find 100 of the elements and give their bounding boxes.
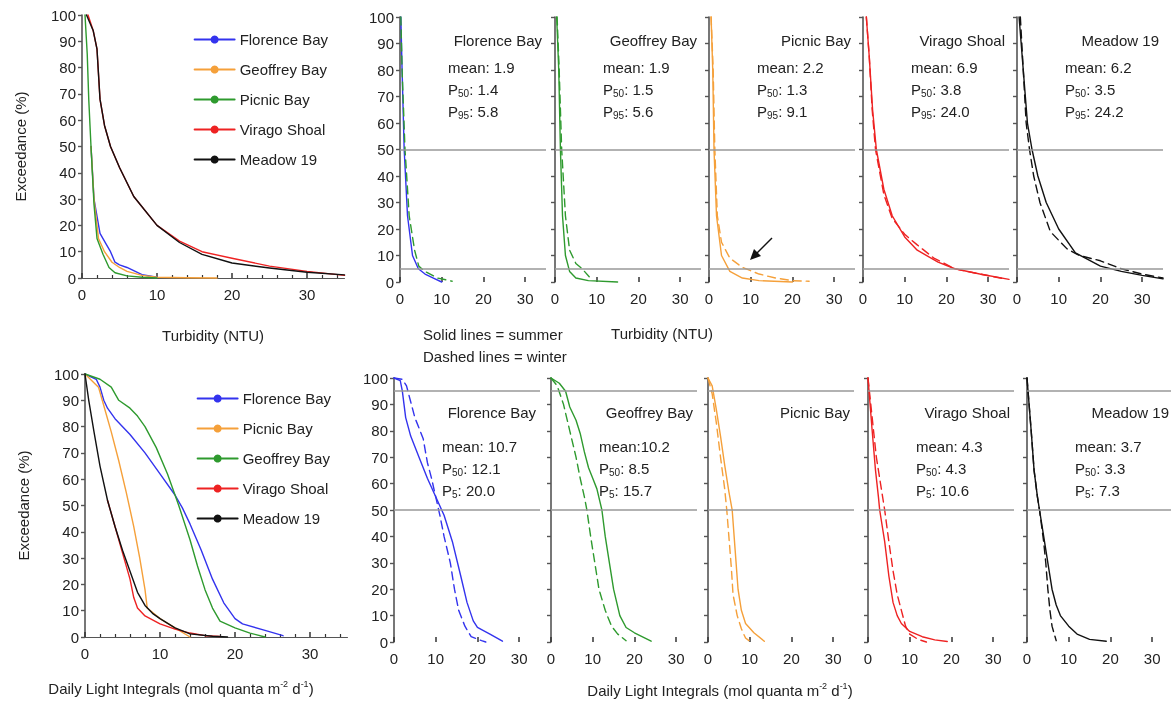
- annotation: mean: 2.2: [757, 58, 824, 76]
- y-tick-label: 50: [62, 497, 79, 514]
- text: Picnic Bay: [779, 403, 851, 421]
- y-tick-label: 100: [362, 369, 388, 387]
- x-tick-label: 0: [546, 650, 556, 667]
- y-tick-label: 60: [62, 470, 79, 488]
- x-tick-label: 10: [588, 290, 606, 307]
- legend-label: Meadow 19: [242, 510, 321, 527]
- text: Florence Bay: [453, 31, 543, 49]
- legend-label: Picnic Bay: [239, 91, 311, 108]
- x-tick-label: 20: [1102, 650, 1119, 667]
- x-tick-label: 30: [671, 290, 689, 307]
- x-tick-label: 30: [516, 290, 534, 307]
- x-axis-title: Turbidity (NTU): [162, 326, 264, 344]
- x-tick-label: 10: [1060, 650, 1078, 667]
- text: Meadow 19: [1081, 31, 1159, 49]
- annotation: mean: 1.9: [603, 58, 670, 76]
- y-tick-label: 100: [368, 8, 394, 26]
- y-tick-label: 40: [377, 167, 394, 185]
- legend-label: Geoffrey Bay: [239, 61, 328, 78]
- x-tick-label: 20: [469, 650, 486, 667]
- annotation: mean: 3.7: [1075, 437, 1142, 455]
- x-tick-label: 10: [1050, 290, 1068, 307]
- y-tick-label: 70: [377, 88, 394, 105]
- text: Geoffrey Bay: [609, 31, 698, 49]
- x-tick-label: 30: [1143, 650, 1161, 667]
- x-tick-label: 10: [896, 290, 914, 307]
- legend-label: Florence Bay: [239, 31, 329, 48]
- x-tick-label: 30: [667, 650, 685, 667]
- y-tick-label: 70: [62, 444, 79, 462]
- y-tick-label: 90: [377, 35, 394, 52]
- x-tick-label: 0: [1022, 650, 1032, 667]
- y-tick-label: 60: [371, 475, 388, 493]
- text: Florence Bay: [447, 403, 537, 421]
- annotation: mean: 6.9: [911, 58, 978, 76]
- annotation: mean: 4.3: [916, 437, 983, 455]
- text: Dashed lines = winter: [423, 347, 567, 365]
- y-tick-label: 60: [377, 114, 394, 132]
- x-tick-label: 10: [148, 286, 166, 303]
- x-tick-label: 20: [226, 645, 244, 662]
- x-tick-label: 20: [938, 290, 955, 307]
- y-tick-label: 70: [371, 448, 388, 466]
- text: Picnic Bay: [780, 31, 852, 49]
- y-tick-label: 0: [379, 633, 388, 651]
- y-tick-label: 60: [59, 111, 76, 129]
- x-tick-label: 0: [395, 290, 405, 307]
- y-tick-label: 70: [59, 85, 76, 103]
- x-tick-label: 0: [80, 645, 90, 662]
- legend-label: Meadow 19: [239, 151, 318, 168]
- y-tick-label: 10: [371, 607, 388, 625]
- y-tick-label: 20: [59, 216, 76, 234]
- x-tick-label: 30: [824, 650, 842, 667]
- legend-label: Virago Shoal: [242, 480, 329, 497]
- y-axis-title: Exceedance (%): [14, 450, 32, 561]
- x-tick-label: 30: [825, 290, 843, 307]
- text: Virago Shoal: [924, 403, 1010, 421]
- text: Solid lines = summer: [423, 325, 563, 343]
- y-tick-label: 40: [59, 164, 76, 182]
- x-tick-label: 30: [984, 650, 1002, 667]
- annotation: mean: 1.9: [448, 58, 515, 76]
- y-tick-label: 80: [59, 59, 76, 77]
- x-tick-label: 30: [1133, 290, 1151, 307]
- y-tick-label: 10: [377, 247, 394, 264]
- x-tick-label: 0: [703, 650, 713, 667]
- legend-label: Florence Bay: [242, 390, 332, 407]
- y-tick-label: 30: [371, 554, 388, 572]
- annotation: mean: 10.7: [442, 437, 518, 455]
- legend-label: Geoffrey Bay: [242, 450, 331, 467]
- x-tick-label: 20: [223, 286, 241, 303]
- x-tick-label: 20: [626, 650, 643, 667]
- y-tick-label: 80: [371, 422, 388, 440]
- x-axis-title: Turbidity (NTU): [611, 324, 713, 342]
- text: Meadow 19: [1091, 403, 1169, 421]
- y-tick-label: 50: [371, 501, 388, 519]
- y-tick-label: 20: [371, 580, 388, 598]
- y-axis-title: Exceedance (%): [11, 91, 29, 202]
- y-tick-label: 10: [59, 243, 76, 261]
- x-tick-label: 20: [943, 650, 960, 667]
- y-tick-label: 100: [50, 6, 76, 24]
- x-tick-label: 10: [584, 650, 602, 667]
- y-tick-label: 30: [377, 194, 394, 211]
- x-tick-label: 10: [742, 290, 760, 307]
- x-tick-label: 30: [298, 286, 316, 303]
- x-tick-label: 10: [427, 650, 445, 667]
- annotation: mean:10.2: [599, 437, 670, 455]
- y-tick-label: 50: [59, 138, 76, 155]
- y-tick-label: 10: [62, 602, 79, 620]
- y-tick-label: 30: [62, 549, 79, 567]
- x-tick-label: 30: [979, 290, 997, 307]
- x-tick-label: 20: [475, 290, 492, 307]
- x-tick-label: 0: [858, 290, 868, 307]
- x-tick-label: 10: [741, 650, 759, 667]
- y-tick-label: 40: [62, 523, 79, 541]
- y-tick-label: 50: [377, 141, 394, 158]
- x-tick-label: 0: [550, 290, 560, 307]
- x-tick-label: 10: [151, 645, 169, 662]
- x-tick-label: 30: [301, 645, 319, 662]
- x-tick-label: 10: [901, 650, 919, 667]
- y-tick-label: 30: [59, 190, 76, 208]
- y-tick-label: 90: [59, 32, 76, 50]
